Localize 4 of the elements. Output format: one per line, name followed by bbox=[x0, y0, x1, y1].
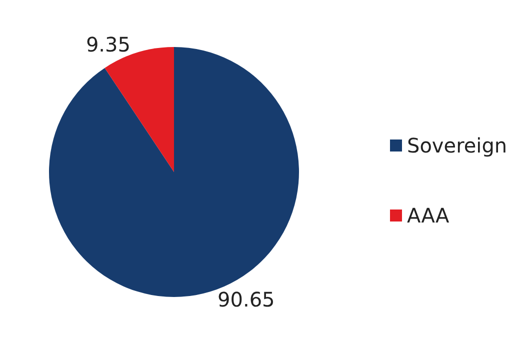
legend-label: AAA bbox=[407, 204, 450, 228]
legend-label: Sovereign bbox=[407, 134, 508, 158]
data-label: 9.35 bbox=[86, 32, 130, 57]
data-label: 90.65 bbox=[218, 287, 275, 312]
